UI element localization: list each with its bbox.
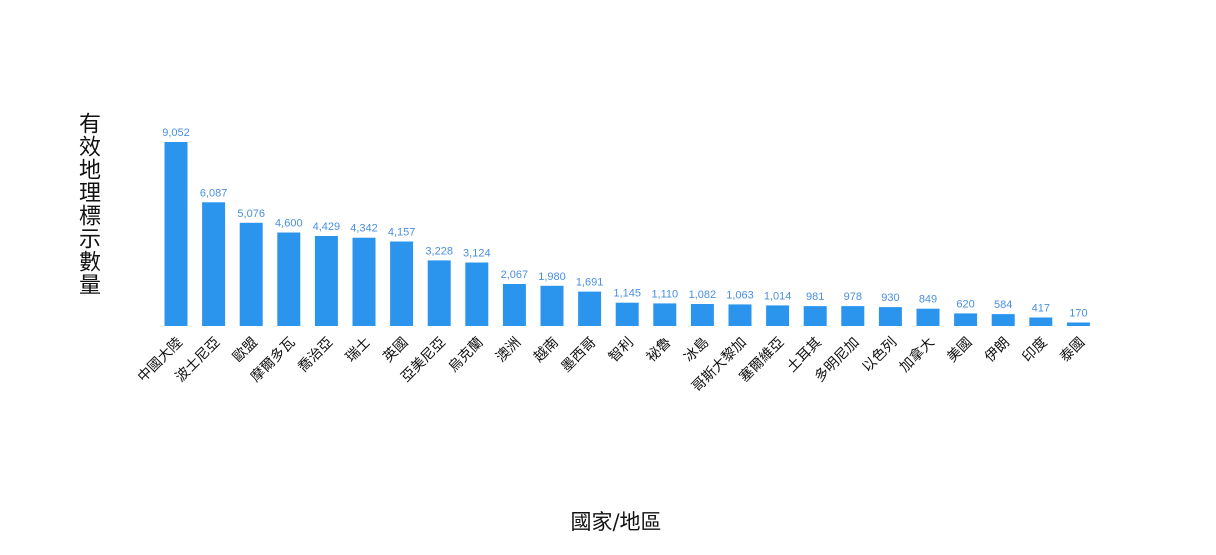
value-label: 978 [844,291,862,303]
value-label: 1,063 [726,289,754,301]
value-label: 170 [1069,308,1087,320]
value-label: 584 [994,299,1012,311]
value-label: 620 [956,298,974,310]
value-label: 4,157 [388,227,416,239]
value-label: 4,429 [313,221,341,233]
bar [390,242,413,327]
bar [465,263,488,327]
x-axis-label: 國家/地區 [0,506,1216,536]
value-label: 2,067 [501,269,529,281]
value-label: 849 [919,294,937,306]
bar [879,307,902,326]
bar [165,142,188,326]
bar [202,202,225,326]
category-label: 烏克蘭 [445,334,487,376]
bar [240,223,263,326]
bar [541,286,564,326]
value-label: 5,076 [237,208,265,220]
category-label: 澳洲 [493,335,524,366]
bar [616,303,639,326]
value-label: 1,014 [764,290,792,302]
value-label: 4,600 [275,218,303,230]
category-label: 英國 [380,334,412,366]
category-label: 喬治亞 [295,335,336,376]
bar [428,260,451,326]
bar [503,284,526,326]
value-label: 417 [1032,303,1050,315]
category-label: 越南 [531,335,562,366]
bar [691,304,714,326]
category-label: 冰島 [681,335,712,366]
value-label: 6,087 [200,187,228,199]
bar [729,304,752,326]
category-label: 以色列 [859,334,901,376]
value-label: 1,691 [576,277,604,289]
value-label: 930 [881,292,899,304]
value-label: 3,124 [463,248,491,260]
value-label: 1,980 [538,271,566,283]
category-label: 印度 [1020,335,1051,366]
category-label: 祕魯 [644,335,675,366]
category-label: 泰國 [1057,335,1088,366]
bar [954,313,977,326]
category-label: 加拿大 [896,334,938,376]
value-label: 981 [806,291,824,303]
category-label: 瑞士 [343,335,374,366]
category-label: 智利 [606,335,637,366]
value-label: 1,082 [689,289,717,301]
bar [766,305,789,326]
category-label: 美國 [944,335,975,366]
bar [353,238,376,326]
category-label: 伊朗 [982,335,1013,366]
bar [578,292,601,326]
bar [315,236,338,326]
bar [992,314,1015,326]
bar [1067,323,1090,327]
category-label: 歐盟 [230,335,261,366]
category-label: 墨西哥 [558,335,599,376]
value-label: 1,110 [651,288,678,300]
value-label: 4,342 [350,223,378,235]
bar [917,309,940,326]
bar [804,306,827,326]
bar [1029,318,1052,327]
value-label: 1,145 [613,288,641,300]
value-label: 9,052 [162,127,190,139]
bar [277,233,300,327]
bar [653,303,676,326]
bar [841,306,864,326]
value-label: 3,228 [425,245,453,257]
